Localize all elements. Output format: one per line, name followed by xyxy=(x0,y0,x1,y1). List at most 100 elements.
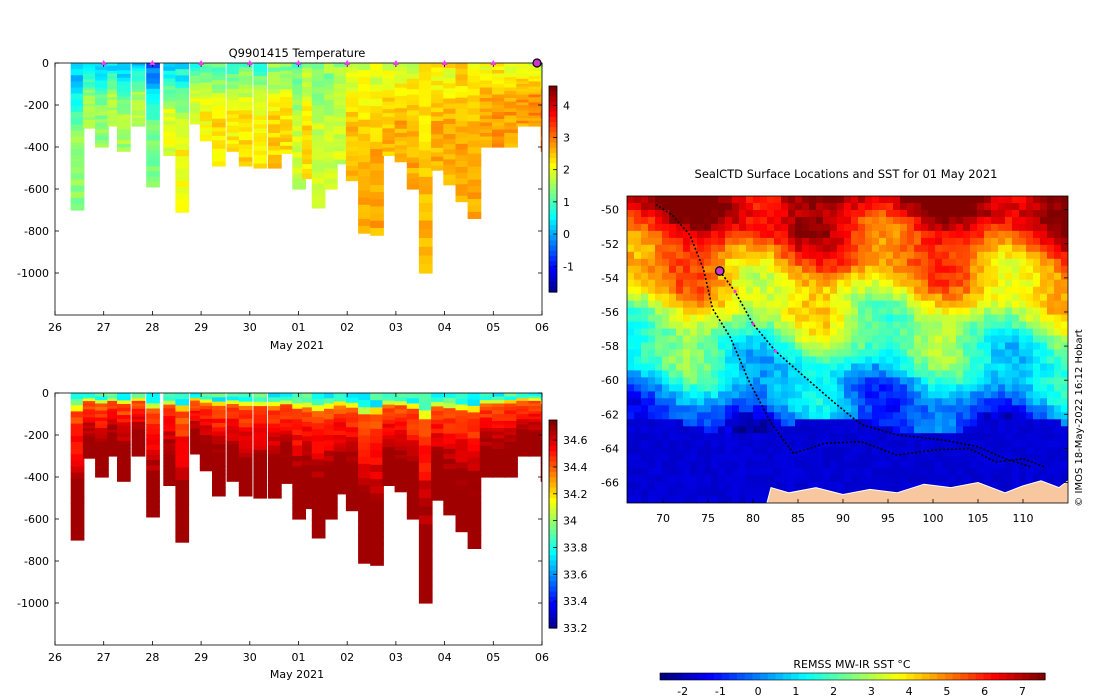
sal-cell xyxy=(467,451,482,459)
temp-cell xyxy=(95,98,109,103)
sst-cell xyxy=(788,265,796,274)
sst-cell xyxy=(767,412,775,420)
sst-cell xyxy=(858,335,866,343)
sst-cell xyxy=(907,454,915,462)
sst-cell xyxy=(634,300,642,309)
temp-cell xyxy=(268,154,282,160)
temp-x-tick-label: 29 xyxy=(194,321,208,334)
sst-cell xyxy=(725,419,733,427)
sst-cell xyxy=(1005,405,1013,413)
sst-cell xyxy=(956,203,964,211)
sal-cell xyxy=(70,527,85,535)
sst-cell xyxy=(662,496,670,503)
sal-cbar-swatch xyxy=(549,550,557,556)
sst-cell xyxy=(1012,356,1020,364)
sal-cell xyxy=(212,478,226,484)
sst-cbar-swatch xyxy=(706,673,715,680)
temp-cell xyxy=(238,140,253,146)
sal-cell xyxy=(528,400,542,405)
sal-cell xyxy=(540,426,542,431)
sst-cell xyxy=(774,230,782,239)
sst-cell xyxy=(851,335,859,343)
sst-cell xyxy=(886,314,894,323)
sst-cell xyxy=(1019,196,1027,204)
sal-cell xyxy=(226,459,241,464)
sst-cell xyxy=(641,216,649,225)
sst-cell xyxy=(956,391,964,399)
sst-cell xyxy=(627,349,635,357)
sal-cell xyxy=(212,393,226,398)
sst-cell xyxy=(893,328,901,337)
sst-cell xyxy=(760,335,768,343)
sal-x-tick-label: 06 xyxy=(535,651,549,664)
sst-cell xyxy=(781,370,789,378)
sst-cell xyxy=(655,377,663,385)
temp-cell xyxy=(370,149,384,157)
sal-cell xyxy=(82,425,97,429)
sst-cell xyxy=(669,293,677,302)
temp-cell xyxy=(418,80,433,90)
sst-cell xyxy=(753,328,761,337)
sst-cell xyxy=(879,293,887,302)
sst-cell xyxy=(1026,370,1034,378)
sst-cell xyxy=(711,210,719,218)
sst-cell xyxy=(1019,405,1027,413)
sal-cell xyxy=(238,483,253,488)
temp-cell xyxy=(131,81,146,85)
sal-cell xyxy=(95,438,109,443)
sal-cell xyxy=(131,403,146,407)
sal-cell xyxy=(406,456,421,462)
temp-cell xyxy=(370,170,384,179)
temp-cell xyxy=(199,88,214,93)
temperature-xlabel: May 2021 xyxy=(270,339,324,352)
sal-cell xyxy=(226,473,241,479)
sst-cell xyxy=(760,251,768,260)
sst-cell xyxy=(942,307,950,316)
sst-cell xyxy=(1054,258,1062,267)
sal-cell xyxy=(107,432,121,436)
sst-cell xyxy=(774,426,782,434)
sal-cell xyxy=(418,419,433,429)
sst-cell xyxy=(844,196,852,204)
sst-cell xyxy=(914,230,922,239)
sst-cell xyxy=(956,216,964,225)
sal-cell xyxy=(394,438,409,443)
sst-cell xyxy=(872,286,880,295)
temp-cell xyxy=(163,90,177,95)
sst-cell xyxy=(809,203,817,211)
sal-cell xyxy=(280,453,294,458)
sst-cell xyxy=(1054,293,1062,302)
sst-cell xyxy=(683,223,691,232)
sst-cell xyxy=(655,482,663,490)
temp-cell xyxy=(333,159,348,165)
sst-cell xyxy=(942,377,950,385)
sst-cell xyxy=(816,286,824,295)
sst-cell xyxy=(704,440,712,448)
sst-cell xyxy=(676,447,684,455)
temp-cell xyxy=(443,88,457,95)
sst-cell xyxy=(886,279,894,288)
sst-cell xyxy=(760,349,768,357)
sal-cbar-swatch xyxy=(549,461,557,468)
sst-cell xyxy=(1033,251,1041,260)
sst-cell xyxy=(907,356,915,364)
sst-cell xyxy=(984,384,992,392)
sst-cell xyxy=(809,391,817,399)
sst-cell xyxy=(634,328,642,337)
sal-cell xyxy=(504,410,518,415)
temp-y-tick-label: -800 xyxy=(24,225,49,238)
sst-cell xyxy=(634,377,642,385)
sst-cell xyxy=(816,356,824,364)
sst-cell xyxy=(788,461,796,469)
sst-cell xyxy=(809,426,817,434)
sst-cell xyxy=(1033,286,1041,295)
sst-cell xyxy=(858,426,866,434)
sst-cell xyxy=(935,307,943,316)
sst-cell xyxy=(704,251,712,260)
temp-cell xyxy=(163,109,177,114)
sst-cell xyxy=(655,300,663,309)
sst-cbar-swatch xyxy=(690,673,700,680)
sal-cell xyxy=(95,463,109,468)
sst-cell xyxy=(928,433,936,441)
sst-cell xyxy=(984,272,992,281)
